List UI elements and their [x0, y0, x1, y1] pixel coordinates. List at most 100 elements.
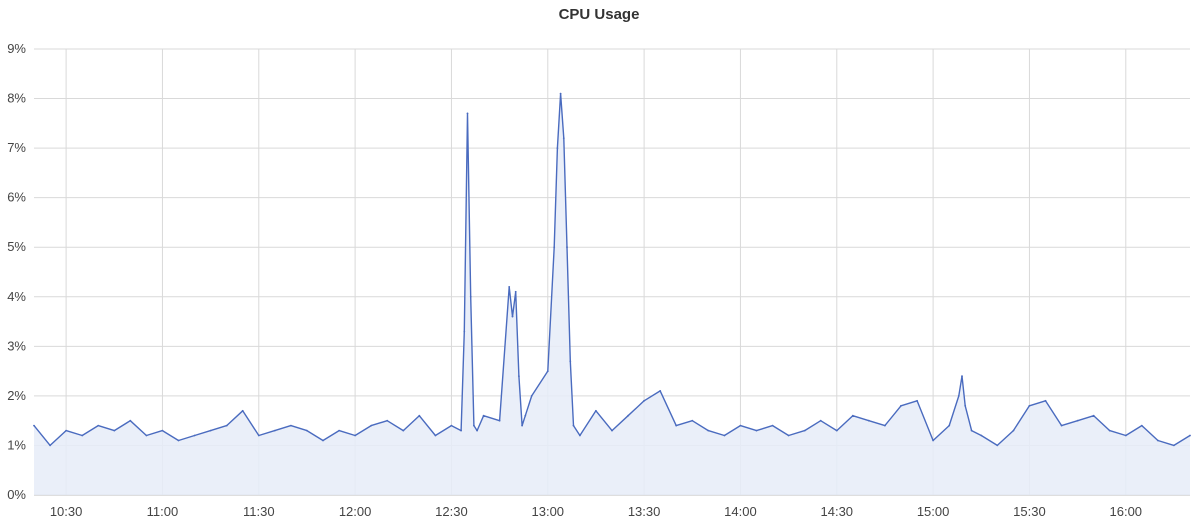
y-tick-label: 0%: [7, 487, 26, 502]
data-point: [884, 424, 886, 427]
data-point: [482, 414, 485, 417]
x-tick-label: 15:00: [917, 504, 950, 519]
data-point: [463, 330, 466, 333]
data-point: [562, 137, 565, 140]
data-point: [1189, 434, 1191, 437]
y-tick-label: 4%: [7, 289, 26, 304]
data-point: [1108, 429, 1111, 432]
data-point: [803, 429, 806, 432]
data-point: [611, 429, 613, 432]
data-point: [508, 286, 511, 288]
data-point: [932, 439, 934, 442]
data-point: [322, 439, 324, 442]
data-point: [498, 419, 501, 422]
data-point: [868, 419, 870, 422]
data-point: [177, 439, 180, 442]
tick-layer: 0% 1% 2% 3% 4% 5% 6% 7% 8% 9% 10:30 11:00 11:30 12:00…: [7, 41, 1142, 519]
data-point: [257, 434, 260, 437]
data-point: [514, 290, 517, 293]
data-point: [354, 434, 356, 437]
y-tick-label: 9%: [7, 41, 26, 56]
data-point: [691, 419, 694, 422]
data-point: [511, 315, 514, 318]
data-point: [476, 429, 478, 432]
data-point: [835, 429, 838, 432]
series-area: [34, 93, 1190, 495]
x-tick-label: 12:00: [339, 504, 372, 519]
data-point: [556, 147, 559, 150]
data-point: [579, 434, 581, 437]
data-point: [553, 246, 556, 249]
data-point: [145, 434, 148, 437]
y-tick-label: 7%: [7, 140, 26, 155]
data-point: [418, 414, 421, 417]
y-tick-label: 5%: [7, 239, 26, 254]
data-point: [1173, 444, 1175, 447]
x-tick-label: 14:30: [821, 504, 854, 519]
data-point: [402, 429, 405, 432]
data-point: [241, 409, 244, 412]
data-point: [81, 434, 84, 437]
data-point: [65, 429, 67, 432]
data-point: [1124, 434, 1127, 437]
data-point: [466, 112, 469, 115]
y-tick-label: 6%: [7, 190, 26, 205]
area-layer: [33, 92, 1191, 495]
data-point: [521, 424, 523, 427]
data-point: [771, 424, 774, 427]
data-point: [675, 424, 678, 427]
data-point: [370, 424, 373, 427]
y-tick-label: 2%: [7, 388, 26, 403]
data-point: [595, 409, 597, 412]
data-point: [819, 419, 822, 422]
y-tick-label: 3%: [7, 338, 26, 353]
x-tick-label: 13:30: [628, 504, 661, 519]
data-point: [961, 375, 963, 377]
data-point: [49, 444, 51, 447]
data-point: [530, 395, 533, 397]
x-tick-label: 11:00: [147, 504, 179, 519]
data-point: [338, 429, 340, 432]
data-point: [964, 404, 967, 407]
data-point: [900, 404, 902, 407]
data-point: [450, 424, 453, 427]
data-point: [957, 395, 960, 397]
data-point: [755, 429, 758, 432]
data-point: [434, 434, 437, 437]
data-point: [851, 414, 854, 417]
x-tick-label: 15:30: [1013, 504, 1046, 519]
data-point: [386, 419, 389, 422]
data-point: [129, 419, 132, 422]
data-point: [1076, 419, 1079, 422]
data-point: [290, 424, 292, 427]
data-point: [209, 429, 212, 432]
data-point: [1044, 399, 1047, 402]
data-point: [659, 390, 662, 392]
data-point: [566, 246, 568, 249]
x-tick-label: 16:00: [1110, 504, 1143, 519]
data-point: [33, 424, 35, 427]
data-point: [787, 434, 790, 437]
data-point: [1157, 439, 1159, 442]
x-tick-label: 12:30: [435, 504, 468, 519]
data-point: [1140, 424, 1143, 427]
data-point: [193, 434, 196, 437]
data-point: [1092, 414, 1095, 417]
data-point: [306, 429, 308, 432]
data-point: [996, 444, 999, 447]
chart-title: CPU Usage: [558, 6, 640, 23]
series-line: [33, 92, 1191, 447]
x-tick-label: 10:30: [50, 504, 83, 519]
y-tick-label: 1%: [7, 437, 26, 452]
data-point: [1060, 424, 1063, 427]
x-tick-label: 14:00: [724, 504, 757, 519]
x-tick-label: 11:30: [243, 504, 275, 519]
data-point: [627, 414, 629, 417]
data-point: [572, 424, 575, 427]
data-point: [273, 429, 276, 432]
data-point: [559, 92, 562, 95]
data-point: [225, 424, 228, 427]
data-point: [739, 424, 742, 427]
